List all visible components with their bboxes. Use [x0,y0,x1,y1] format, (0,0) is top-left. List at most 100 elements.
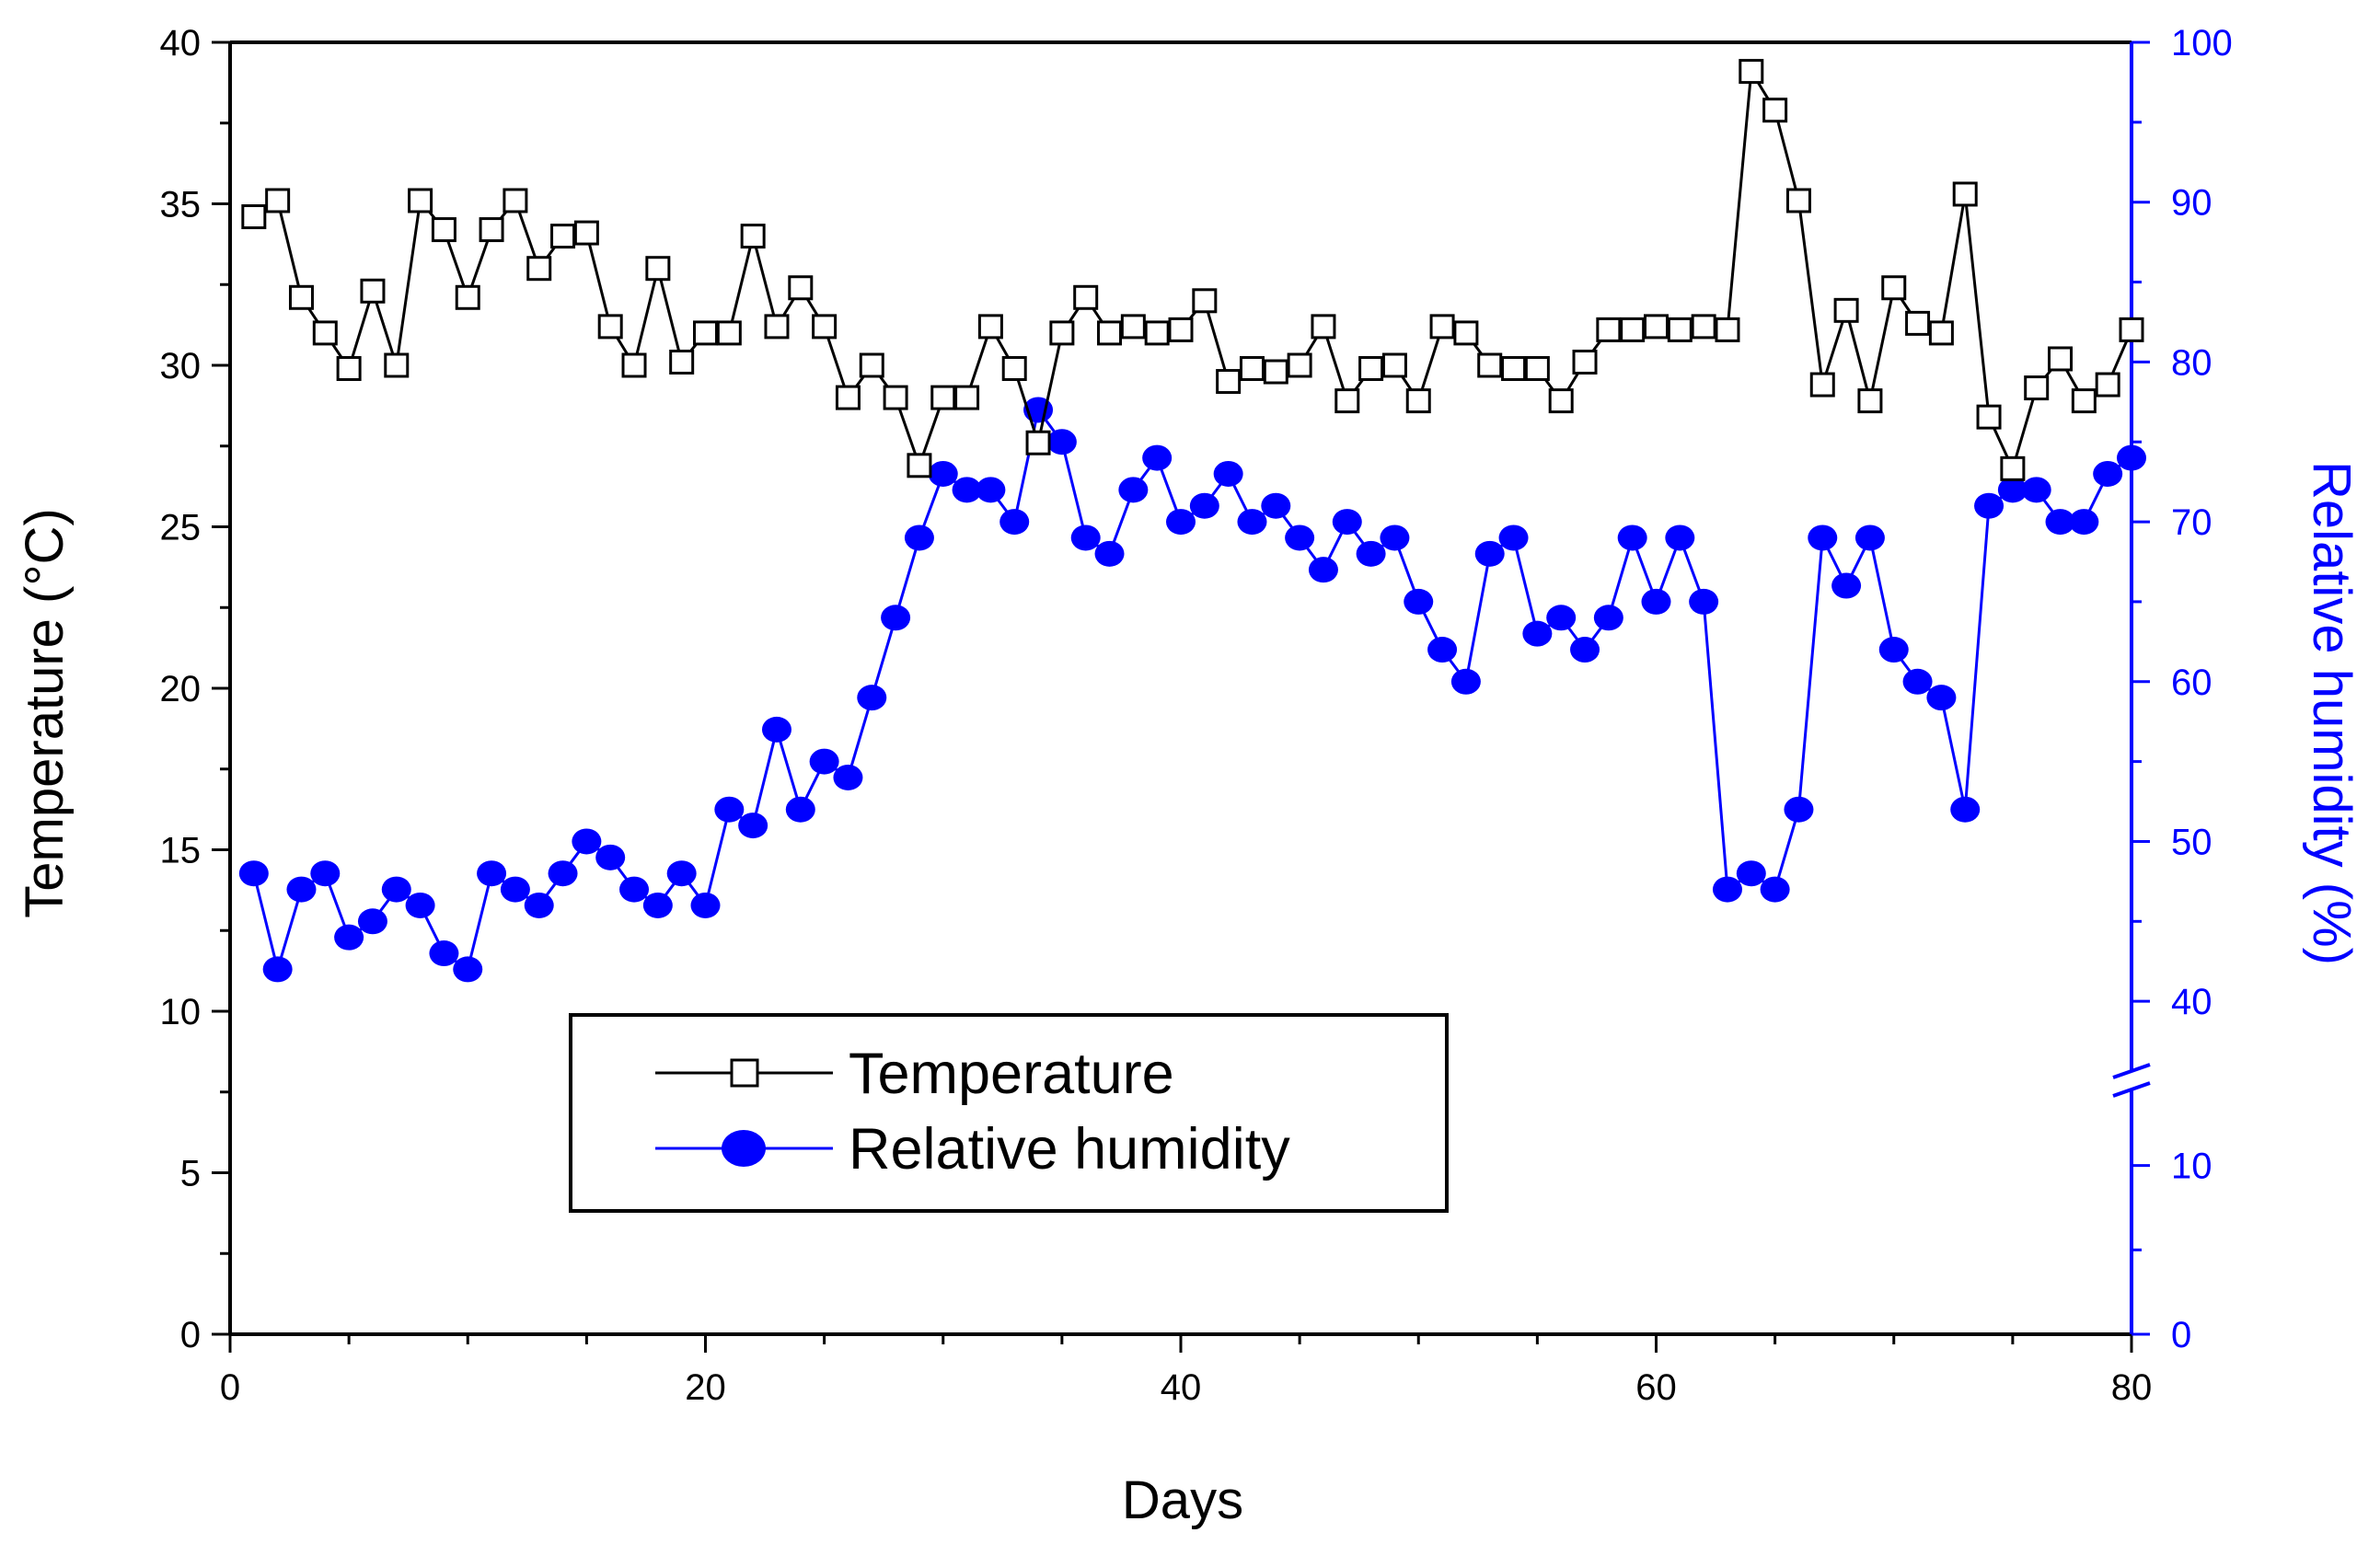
humidity-point [2045,509,2075,536]
humidity-point [1261,492,1291,519]
humidity-point [1546,605,1577,631]
temperature-point [1762,98,1788,123]
temperature-point [408,188,433,213]
humidity-point [1189,492,1219,519]
humidity-point [1712,876,1742,903]
y-axis-right-title: Relative humidity (%) [2302,461,2362,965]
humidity-point [1784,796,1814,823]
humidity-point [310,860,341,887]
humidity-point [833,764,863,790]
humidity-point [1522,620,1553,647]
temperature-point [1429,314,1455,340]
temperature-point [241,204,267,230]
humidity-point [1094,540,1125,567]
temperature-point [930,385,956,410]
temperature-point [573,220,599,246]
temperature-point [1809,372,1835,398]
humidity-point [1450,668,1481,695]
humidity-point [1308,557,1338,583]
humidity-point [381,876,411,903]
humidity-point [1070,524,1101,551]
humidity-point [738,813,768,839]
y-axis-right: 0 10 40 50 60 70 80 90 100 [2132,23,2233,1355]
humidity-point [690,892,721,918]
humidity-point [857,685,887,711]
temperature-point [1168,317,1194,342]
humidity-point [1665,524,1695,551]
temperature-point [503,188,528,213]
x-axis: 0 20 40 60 80 [220,1334,2152,1408]
temperature-point [859,352,884,378]
temperature-point [1192,288,1218,314]
temperature-point [1311,314,1336,340]
temperature-point [1857,388,1883,414]
y-right-tick-label: 50 [2171,822,2212,862]
temperature-point [1952,181,1978,207]
temperature-point [526,256,552,282]
temperature-point [954,385,980,410]
humidity-point [238,860,269,887]
humidity-point [1593,605,1623,631]
y-right-tick-label: 0 [2171,1315,2191,1355]
y-left-tick-label: 0 [180,1315,201,1355]
x-tick-label: 80 [2111,1367,2153,1408]
y-left-tick-label: 25 [160,508,202,548]
humidity-point [1570,637,1600,663]
humidity-point [1498,524,1529,551]
temperature-point [883,385,908,410]
y-right-tick-label: 60 [2171,663,2212,703]
temperature-point [1287,352,1312,378]
humidity-point [429,940,459,967]
temperature-point [2024,375,2050,401]
humidity-point [1736,860,1766,887]
temperature-point [835,385,861,410]
humidity-point [1641,588,1671,615]
humidity-point [595,844,626,870]
humidity-point [952,477,982,503]
humidity-point [500,876,530,903]
humidity-point [286,876,317,903]
humidity-point [2117,444,2146,471]
humidity-point [1997,477,2028,503]
y-right-tick-label: 10 [2171,1147,2212,1187]
humidity-point [1808,524,1838,551]
temperature-point [1097,320,1123,346]
temperature-point [1596,317,1622,342]
humidity-point [1617,524,1647,551]
temperature-point [2095,372,2120,398]
temperature-point [812,314,838,340]
humidity-point [572,828,602,855]
temperature-point [977,314,1003,340]
humidity-point [357,908,387,935]
humidity-point [1854,524,1885,551]
temperature-point [1501,356,1527,382]
legend-temperature-label: Temperature [849,1042,1174,1106]
temperature-point [1001,356,1027,382]
temperature-point [479,217,504,243]
humidity-point [524,892,554,918]
temperature-point [1073,284,1099,310]
temperature-point [1881,275,1907,301]
temperature-point [1239,356,1265,382]
temperature-point [1049,320,1075,346]
x-tick-label: 40 [1161,1367,1202,1408]
humidity-point [1831,572,1862,599]
humidity-point [1332,509,1362,536]
humidity-point [999,509,1030,536]
temperature-point [907,453,932,478]
humidity-point [405,892,435,918]
humidity-point [477,860,507,887]
humidity-point [1356,540,1386,567]
temperature-point [360,278,386,304]
temperature-point [1976,404,2002,430]
y-axis-left: 0 5 10 15 20 25 30 35 40 [160,23,230,1355]
temperature-point [2071,388,2097,414]
y-left-tick-label: 35 [160,185,202,225]
temperature-point [669,349,695,375]
humidity-point [1974,492,2005,519]
x-axis-title: Days [1122,1470,1243,1530]
temperature-point [384,352,410,378]
temperature-point [1928,320,1954,346]
humidity-point [1474,540,1505,567]
